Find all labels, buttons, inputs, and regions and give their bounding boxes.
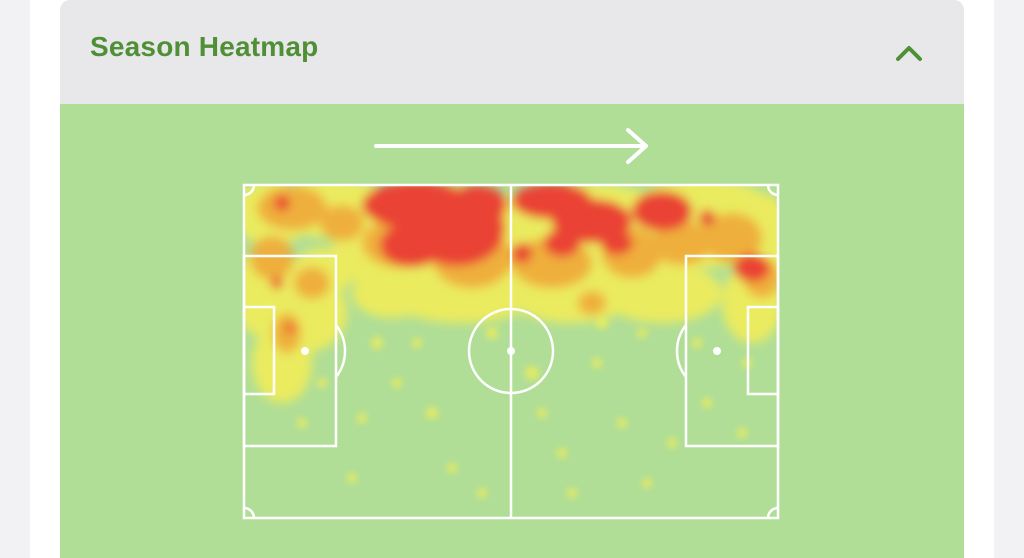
arrow-right-icon [374, 128, 648, 164]
heatmap-pitch [242, 183, 780, 520]
heat-layer [244, 185, 778, 498]
chevron-up-icon[interactable] [894, 40, 924, 64]
heatmap-body [60, 104, 964, 558]
season-heatmap-panel: Season Heatmap [60, 0, 964, 558]
panel-header[interactable]: Season Heatmap [60, 0, 964, 104]
panel-title: Season Heatmap [90, 31, 319, 62]
pitch-spots [301, 347, 721, 355]
